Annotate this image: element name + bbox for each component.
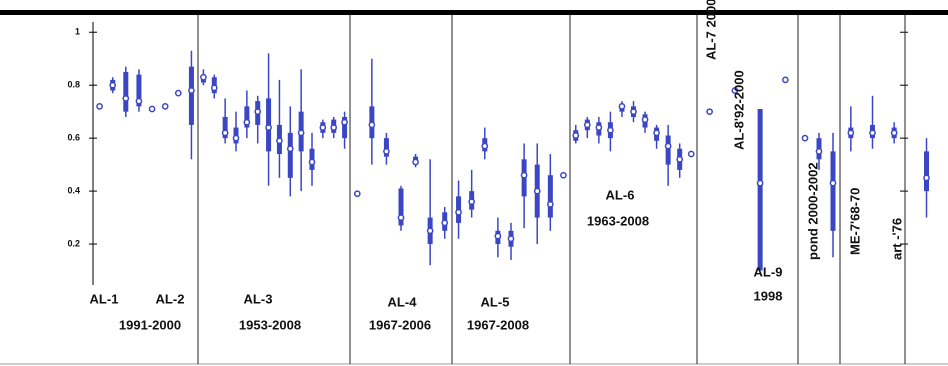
median [210, 84, 218, 92]
box [342, 116, 348, 139]
median [618, 103, 626, 110]
group-label: pond 2000-2002 [805, 162, 820, 260]
median [148, 105, 156, 113]
group-label: AL-6 [606, 187, 635, 202]
median [687, 150, 695, 158]
median [353, 190, 361, 198]
group-label: 1991-2000 [119, 317, 181, 332]
y-tick-label: 0.2 [67, 238, 80, 248]
median [595, 124, 603, 131]
median [383, 148, 390, 155]
median [731, 87, 739, 94]
median [607, 126, 614, 134]
median [368, 121, 376, 129]
median [706, 108, 713, 116]
median [412, 158, 419, 166]
group-label: AL-3 [244, 291, 273, 306]
group-label: AL-9 [754, 264, 783, 279]
box [665, 135, 671, 165]
median [319, 124, 327, 131]
y-tick-label: 0.4 [67, 185, 80, 195]
top-rule [0, 10, 948, 15]
median [630, 108, 637, 116]
median [560, 171, 567, 179]
median [801, 134, 809, 142]
median [829, 179, 837, 187]
box [830, 151, 836, 231]
median [426, 227, 434, 235]
group-label: AL-7 2000 [703, 0, 718, 60]
median [265, 124, 272, 131]
group-label: AL-5 [481, 294, 510, 309]
median [276, 137, 283, 145]
median [533, 187, 541, 195]
median [308, 158, 316, 166]
median [243, 118, 251, 126]
y-tick-label: 0.6 [67, 133, 80, 143]
median [815, 148, 823, 155]
group-label: AL-1 [90, 291, 119, 306]
group-label: 1953-2008 [239, 317, 301, 332]
median [847, 129, 855, 137]
median [441, 219, 449, 227]
median [546, 200, 554, 208]
y-tick-label: 0.8 [67, 80, 80, 90]
box [383, 138, 389, 157]
median [653, 129, 660, 137]
box [398, 188, 404, 226]
median [161, 103, 169, 110]
median [221, 129, 229, 137]
group-label: AL-2 [156, 291, 185, 306]
median [455, 208, 462, 216]
median [869, 129, 876, 137]
group-label: 1967-2006 [369, 317, 431, 332]
median [641, 116, 649, 123]
group-label: 1963-2008 [587, 213, 649, 228]
median [297, 129, 305, 137]
median [135, 97, 143, 105]
box [123, 71, 129, 112]
group-label: AL-8'92-2000 [731, 70, 746, 150]
group-label: 1967-2008 [467, 317, 529, 332]
median [200, 73, 207, 81]
median [583, 121, 591, 129]
median [188, 87, 195, 94]
median [923, 174, 930, 182]
box [287, 132, 293, 178]
median [676, 155, 684, 163]
median [890, 129, 898, 137]
group-label: AL-4 [388, 294, 418, 309]
group-label: 1998 [754, 288, 783, 303]
box [188, 66, 194, 125]
median [341, 118, 348, 126]
median [122, 95, 130, 102]
median [664, 142, 672, 150]
median [572, 132, 580, 139]
box [222, 116, 228, 139]
median [397, 214, 405, 221]
median [254, 108, 262, 116]
box [244, 106, 250, 128]
median [96, 103, 103, 110]
median [507, 235, 515, 243]
median [520, 171, 528, 179]
median [782, 76, 789, 84]
median [109, 81, 117, 89]
box [136, 74, 142, 107]
median [286, 145, 294, 153]
median [756, 179, 764, 187]
box [547, 175, 553, 218]
y-tick-label: 1 [75, 27, 80, 37]
group-label: ME-7'68-70 [847, 188, 862, 255]
box [924, 151, 929, 192]
group-label: art -'76 [889, 218, 904, 260]
median [174, 89, 182, 97]
median [468, 198, 476, 206]
box [757, 109, 763, 271]
median [494, 232, 502, 240]
median [330, 124, 338, 131]
median [232, 134, 240, 142]
median [481, 142, 489, 150]
